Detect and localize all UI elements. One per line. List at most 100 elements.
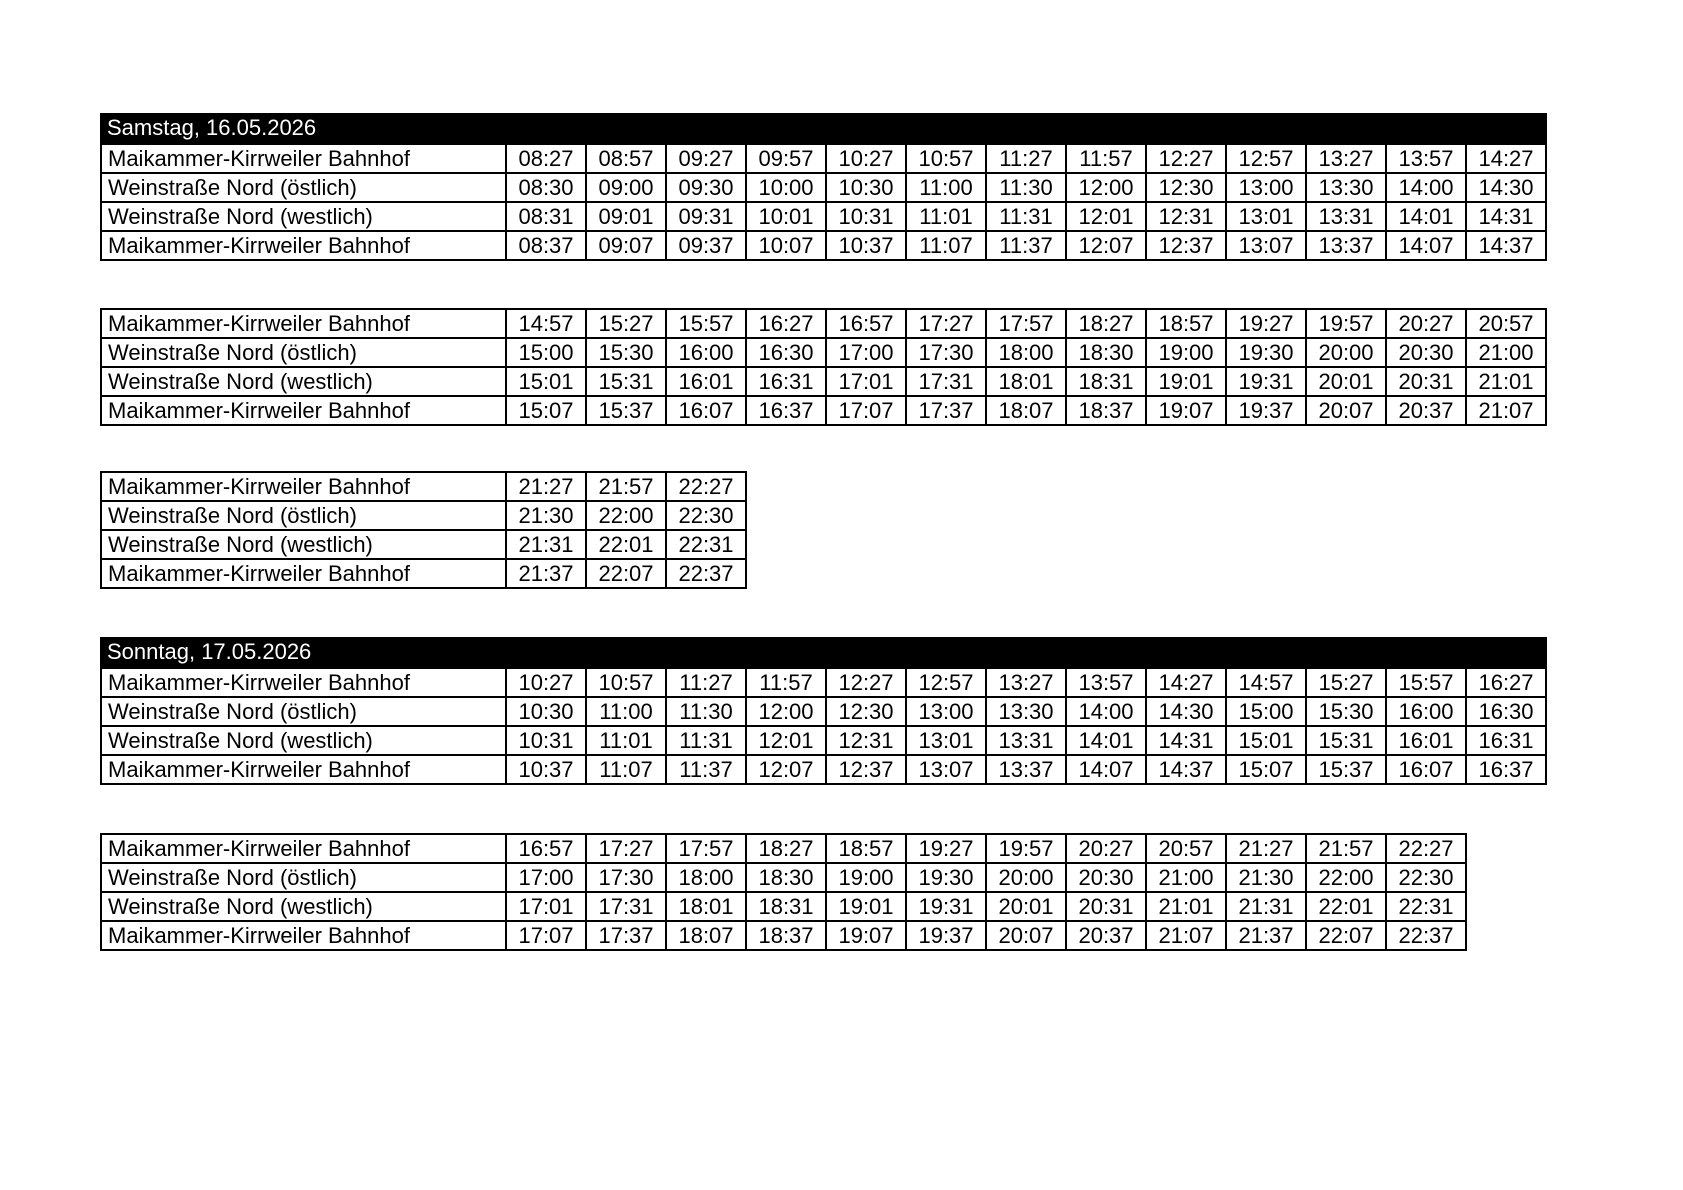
stop-name-cell: Maikammer-Kirrweiler Bahnhof bbox=[100, 833, 507, 864]
departure-time-cell: 17:07 bbox=[825, 395, 907, 426]
departure-time-cell: 20:30 bbox=[1385, 337, 1467, 368]
stop-name-cell: Maikammer-Kirrweiler Bahnhof bbox=[100, 754, 507, 785]
departure-time-cell: 17:01 bbox=[505, 891, 587, 922]
departure-time-cell: 10:57 bbox=[585, 667, 667, 698]
stop-name-cell: Weinstraße Nord (westlich) bbox=[100, 891, 507, 922]
table-row: Weinstraße Nord (östlich) 21:30 22:00 22:30 bbox=[100, 500, 747, 531]
stop-name-cell: Maikammer-Kirrweiler Bahnhof bbox=[100, 558, 507, 589]
departure-time-cell: 17:57 bbox=[985, 308, 1067, 339]
timetable-block: Maikammer-Kirrweiler Bahnhof 14:57 15:27 15… bbox=[100, 308, 1547, 426]
departure-time-cell: 15:07 bbox=[505, 395, 587, 426]
departure-time-cell: 15:31 bbox=[585, 366, 667, 397]
table-row: Maikammer-Kirrweiler Bahnhof 10:37 11:07 11… bbox=[100, 754, 1547, 785]
stop-name-cell: Maikammer-Kirrweiler Bahnhof bbox=[100, 920, 507, 951]
departure-time-cell: 15:27 bbox=[1305, 667, 1387, 698]
departure-time-cell: 22:31 bbox=[1385, 891, 1467, 922]
departure-time-cell: 15:57 bbox=[1385, 667, 1467, 698]
stop-name-cell: Maikammer-Kirrweiler Bahnhof bbox=[100, 230, 507, 261]
departure-time-cell: 17:30 bbox=[905, 337, 987, 368]
table-row: Maikammer-Kirrweiler Bahnhof 16:57 17:27 17… bbox=[100, 833, 1467, 864]
departure-time-cell: 14:31 bbox=[1465, 201, 1547, 232]
departure-time-cell: 15:30 bbox=[585, 337, 667, 368]
departure-time-cell: 21:00 bbox=[1465, 337, 1547, 368]
departure-time-cell: 12:31 bbox=[1145, 201, 1227, 232]
departure-time-cell: 22:37 bbox=[665, 558, 747, 589]
departure-time-cell: 18:30 bbox=[745, 862, 827, 893]
table-row: Maikammer-Kirrweiler Bahnhof 17:07 17:37 18… bbox=[100, 920, 1467, 951]
departure-time-cell: 21:07 bbox=[1465, 395, 1547, 426]
departure-time-cell: 14:00 bbox=[1065, 696, 1147, 727]
departure-time-cell: 08:27 bbox=[505, 143, 587, 174]
departure-time-cell: 20:27 bbox=[1385, 308, 1467, 339]
table-row: Weinstraße Nord (westlich) 21:31 22:01 22:3… bbox=[100, 529, 747, 560]
departure-time-cell: 11:00 bbox=[585, 696, 667, 727]
departure-time-cell: 19:57 bbox=[1305, 308, 1387, 339]
day-header-label: Sonntag, 17.05.2026 bbox=[107, 639, 312, 664]
departure-time-cell: 14:57 bbox=[1225, 667, 1307, 698]
departure-time-cell: 16:00 bbox=[665, 337, 747, 368]
stop-name-cell: Weinstraße Nord (westlich) bbox=[100, 201, 507, 232]
departure-time-cell: 18:31 bbox=[1065, 366, 1147, 397]
departure-time-cell: 22:01 bbox=[1305, 891, 1387, 922]
departure-time-cell: 09:31 bbox=[665, 201, 747, 232]
departure-time-cell: 21:30 bbox=[505, 500, 587, 531]
departure-time-cell: 11:01 bbox=[585, 725, 667, 756]
stop-name-cell: Weinstraße Nord (östlich) bbox=[100, 500, 507, 531]
departure-time-cell: 10:27 bbox=[825, 143, 907, 174]
departure-time-cell: 20:30 bbox=[1065, 862, 1147, 893]
departure-time-cell: 12:00 bbox=[745, 696, 827, 727]
departure-time-cell: 17:00 bbox=[505, 862, 587, 893]
departure-time-cell: 16:30 bbox=[1465, 696, 1547, 727]
departure-time-cell: 15:07 bbox=[1225, 754, 1307, 785]
departure-time-cell: 14:01 bbox=[1385, 201, 1467, 232]
departure-time-cell: 12:01 bbox=[1065, 201, 1147, 232]
day-header-label: Samstag, 16.05.2026 bbox=[107, 115, 317, 140]
departure-time-cell: 18:37 bbox=[1065, 395, 1147, 426]
departure-time-cell: 14:37 bbox=[1145, 754, 1227, 785]
departure-time-cell: 19:37 bbox=[1225, 395, 1307, 426]
departure-time-cell: 19:00 bbox=[1145, 337, 1227, 368]
departure-time-cell: 14:57 bbox=[505, 308, 587, 339]
departure-time-cell: 16:01 bbox=[1385, 725, 1467, 756]
departure-time-cell: 11:57 bbox=[1065, 143, 1147, 174]
departure-time-cell: 13:00 bbox=[1225, 172, 1307, 203]
departure-time-cell: 20:37 bbox=[1385, 395, 1467, 426]
departure-time-cell: 14:27 bbox=[1465, 143, 1547, 174]
day-header: Sonntag, 17.05.2026 bbox=[100, 637, 1547, 667]
departure-time-cell: 09:30 bbox=[665, 172, 747, 203]
departure-time-cell: 13:07 bbox=[1225, 230, 1307, 261]
departure-time-cell: 16:30 bbox=[745, 337, 827, 368]
departure-time-cell: 21:37 bbox=[505, 558, 587, 589]
departure-time-cell: 22:00 bbox=[585, 500, 667, 531]
departure-time-cell: 14:00 bbox=[1385, 172, 1467, 203]
departure-time-cell: 14:01 bbox=[1065, 725, 1147, 756]
departure-time-cell: 10:07 bbox=[745, 230, 827, 261]
departure-time-cell: 12:30 bbox=[825, 696, 907, 727]
stop-name-cell: Weinstraße Nord (westlich) bbox=[100, 529, 507, 560]
departure-time-cell: 16:57 bbox=[505, 833, 587, 864]
stop-name-cell: Weinstraße Nord (östlich) bbox=[100, 337, 507, 368]
departure-time-cell: 11:27 bbox=[665, 667, 747, 698]
stop-name-cell: Weinstraße Nord (östlich) bbox=[100, 696, 507, 727]
timetable-block: Maikammer-Kirrweiler Bahnhof 16:57 17:27 17… bbox=[100, 833, 1467, 951]
departure-time-cell: 19:27 bbox=[1225, 308, 1307, 339]
departure-time-cell: 09:07 bbox=[585, 230, 667, 261]
departure-time-cell: 18:57 bbox=[825, 833, 907, 864]
departure-time-cell: 09:27 bbox=[665, 143, 747, 174]
departure-time-cell: 16:57 bbox=[825, 308, 907, 339]
departure-time-cell: 15:37 bbox=[585, 395, 667, 426]
departure-time-cell: 12:30 bbox=[1145, 172, 1227, 203]
departure-time-cell: 11:31 bbox=[985, 201, 1067, 232]
departure-time-cell: 14:07 bbox=[1385, 230, 1467, 261]
departure-time-cell: 10:57 bbox=[905, 143, 987, 174]
departure-time-cell: 22:07 bbox=[1305, 920, 1387, 951]
departure-time-cell: 16:00 bbox=[1385, 696, 1467, 727]
departure-time-cell: 10:31 bbox=[825, 201, 907, 232]
departure-time-cell: 19:27 bbox=[905, 833, 987, 864]
stop-name-cell: Weinstraße Nord (westlich) bbox=[100, 366, 507, 397]
departure-time-cell: 18:57 bbox=[1145, 308, 1227, 339]
departure-time-cell: 15:00 bbox=[505, 337, 587, 368]
departure-time-cell: 12:31 bbox=[825, 725, 907, 756]
departure-time-cell: 22:07 bbox=[585, 558, 667, 589]
